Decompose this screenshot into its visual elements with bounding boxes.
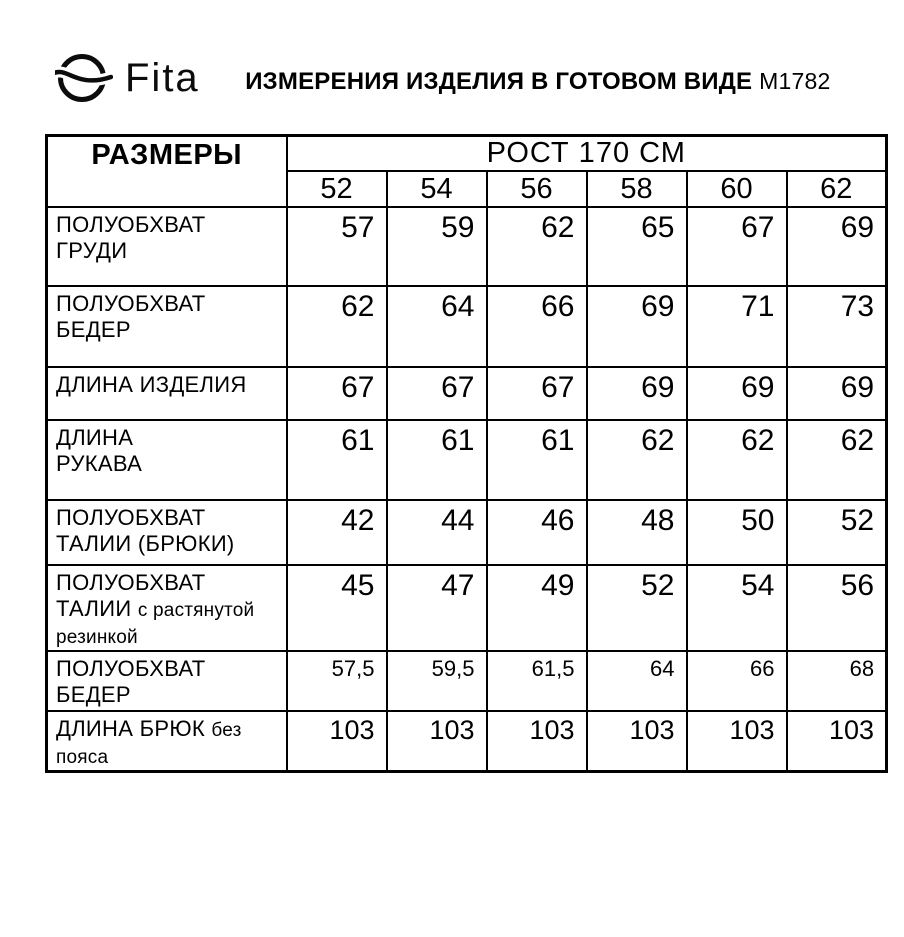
measurement-value: 67 — [385, 366, 488, 421]
circle-wave-icon — [55, 54, 113, 102]
measurement-value: 103 — [685, 709, 788, 773]
measurement-value: 66 — [485, 285, 588, 368]
brand-logo: Fita — [55, 51, 200, 105]
measurement-value: 68 — [785, 649, 888, 712]
measurement-value: 59 — [385, 206, 488, 287]
height-group-header: РОСТ 170 СМ — [285, 134, 888, 172]
measurement-value: 103 — [485, 709, 588, 773]
row-label-text: ПОЛУОБХВАТ ТАЛИИ — [56, 570, 206, 622]
corner-header-sizes: РАЗМЕРЫ — [45, 134, 288, 208]
measurement-value: 62 — [685, 419, 788, 501]
measurement-value: 69 — [585, 366, 688, 421]
table-row-hips: ПОЛУОБХВАТ БЕДЕР 62 64 66 69 71 73 — [45, 285, 888, 368]
measurement-value: 57,5 — [285, 649, 388, 712]
measurement-value: 56 — [785, 564, 888, 652]
measurement-value: 62 — [485, 206, 588, 287]
measurement-value: 67 — [285, 366, 388, 421]
measurement-value: 61 — [285, 419, 388, 501]
row-label: ПОЛУОБХВАТ БЕДЕР — [45, 649, 288, 712]
measurement-value: 52 — [785, 499, 888, 566]
row-label-text: ПОЛУОБХВАТ ГРУДИ — [56, 212, 206, 264]
table-row-waist-pants: ПОЛУОБХВАТ ТАЛИИ (БРЮКИ) 42 44 46 48 50 … — [45, 499, 888, 566]
measurement-value: 46 — [485, 499, 588, 566]
table-header-row-sizes: 52 54 56 58 60 62 — [47, 170, 888, 208]
measurement-value: 61,5 — [485, 649, 588, 712]
size-column-header: 58 — [585, 170, 688, 208]
row-label: ДЛИНА БРЮК без пояса — [45, 709, 288, 773]
measurement-value: 69 — [685, 366, 788, 421]
measurement-value: 57 — [285, 206, 388, 287]
measurement-value: 48 — [585, 499, 688, 566]
measurement-value: 67 — [485, 366, 588, 421]
measurement-value: 47 — [385, 564, 488, 652]
row-label-note: без пояса — [56, 719, 242, 768]
table-row-waist-stretched: ПОЛУОБХВАТ ТАЛИИ с растянутой резинкой 4… — [45, 564, 888, 652]
row-label: ПОЛУОБХВАТ ГРУДИ — [45, 206, 288, 287]
row-label: ДЛИНА РУКАВА — [45, 419, 288, 501]
size-column-header: 52 — [285, 170, 388, 208]
measurement-value: 103 — [385, 709, 488, 773]
table-row-hips-pants: ПОЛУОБХВАТ БЕДЕР 57,5 59,5 61,5 64 66 68 — [45, 649, 888, 712]
row-label-text: ПОЛУОБХВАТ БЕДЕР — [56, 291, 206, 343]
measurement-value: 103 — [785, 709, 888, 773]
measurement-value: 54 — [685, 564, 788, 652]
table-row-sleeve-length: ДЛИНА РУКАВА 61 61 61 62 62 62 — [45, 419, 888, 501]
size-column-header: 54 — [385, 170, 488, 208]
measurement-value: 44 — [385, 499, 488, 566]
title-area: ИЗМЕРЕНИЯ ИЗДЕЛИЯ В ГОТОВОМ ВИДЕ М1782 — [200, 60, 876, 96]
measurement-value: 65 — [585, 206, 688, 287]
measurement-value: 52 — [585, 564, 688, 652]
measurement-value: 61 — [385, 419, 488, 501]
table-row-garment-length: ДЛИНА ИЗДЕЛИЯ 67 67 67 69 69 69 — [45, 366, 888, 421]
measurement-value: 62 — [785, 419, 888, 501]
measurement-value: 42 — [285, 499, 388, 566]
measurement-value: 66 — [685, 649, 788, 712]
row-label-note: с растянутой резинкой — [56, 600, 255, 649]
measurement-value: 45 — [285, 564, 388, 652]
table-row-chest: ПОЛУОБХВАТ ГРУДИ 57 59 62 65 67 69 — [45, 206, 888, 287]
size-column-header: 60 — [685, 170, 788, 208]
measurement-value: 59,5 — [385, 649, 488, 712]
measurement-value: 49 — [485, 564, 588, 652]
model-code: М1782 — [759, 68, 831, 94]
measurement-value: 103 — [585, 709, 688, 773]
measurement-value: 71 — [685, 285, 788, 368]
row-label-text: ДЛИНА БРЮК — [56, 715, 205, 741]
row-label-text: ДЛИНА РУКАВА — [56, 425, 143, 477]
row-label: ПОЛУОБХВАТ БЕДЕР — [45, 285, 288, 368]
measurement-value: 69 — [585, 285, 688, 368]
brand-name: Fita — [125, 55, 200, 100]
measurement-value: 50 — [685, 499, 788, 566]
measurement-value: 64 — [585, 649, 688, 712]
size-column-header: 56 — [485, 170, 588, 208]
measurement-value: 61 — [485, 419, 588, 501]
row-label: ПОЛУОБХВАТ ТАЛИИ (БРЮКИ) — [45, 499, 288, 566]
size-chart-page: Fita ИЗМЕРЕНИЯ ИЗДЕЛИЯ В ГОТОВОМ ВИДЕ М1… — [0, 42, 904, 773]
row-label-text: ПОЛУОБХВАТ БЕДЕР — [56, 655, 206, 708]
measurement-value: 69 — [785, 206, 888, 287]
measurement-value: 67 — [685, 206, 788, 287]
table-row-pants-length: ДЛИНА БРЮК без пояса 103 103 103 103 103… — [45, 709, 888, 773]
page-title-text: ИЗМЕРЕНИЯ ИЗДЕЛИЯ В ГОТОВОМ ВИДЕ — [245, 68, 753, 95]
measurement-value: 62 — [585, 419, 688, 501]
header: Fita ИЗМЕРЕНИЯ ИЗДЕЛИЯ В ГОТОВОМ ВИДЕ М1… — [55, 42, 876, 114]
size-column-header: 62 — [785, 170, 888, 208]
measurement-value: 62 — [285, 285, 388, 368]
table-header-row-group: РАЗМЕРЫ РОСТ 170 СМ — [45, 134, 888, 208]
measurement-value: 64 — [385, 285, 488, 368]
measurement-value: 103 — [285, 709, 388, 773]
measurement-value: 69 — [785, 366, 888, 421]
row-label: ПОЛУОБХВАТ ТАЛИИ с растянутой резинкой — [45, 564, 288, 652]
row-label: ДЛИНА ИЗДЕЛИЯ — [45, 366, 288, 421]
page-title: ИЗМЕРЕНИЯ ИЗДЕЛИЯ В ГОТОВОМ ВИДЕ М1782 — [200, 68, 876, 96]
row-label-text: ПОЛУОБХВАТ ТАЛИИ (БРЮКИ) — [56, 505, 235, 557]
row-label-text: ДЛИНА ИЗДЕЛИЯ — [56, 372, 247, 397]
size-table: РАЗМЕРЫ РОСТ 170 СМ 52 54 56 58 60 62 ПО… — [45, 134, 889, 773]
measurement-value: 73 — [785, 285, 888, 368]
